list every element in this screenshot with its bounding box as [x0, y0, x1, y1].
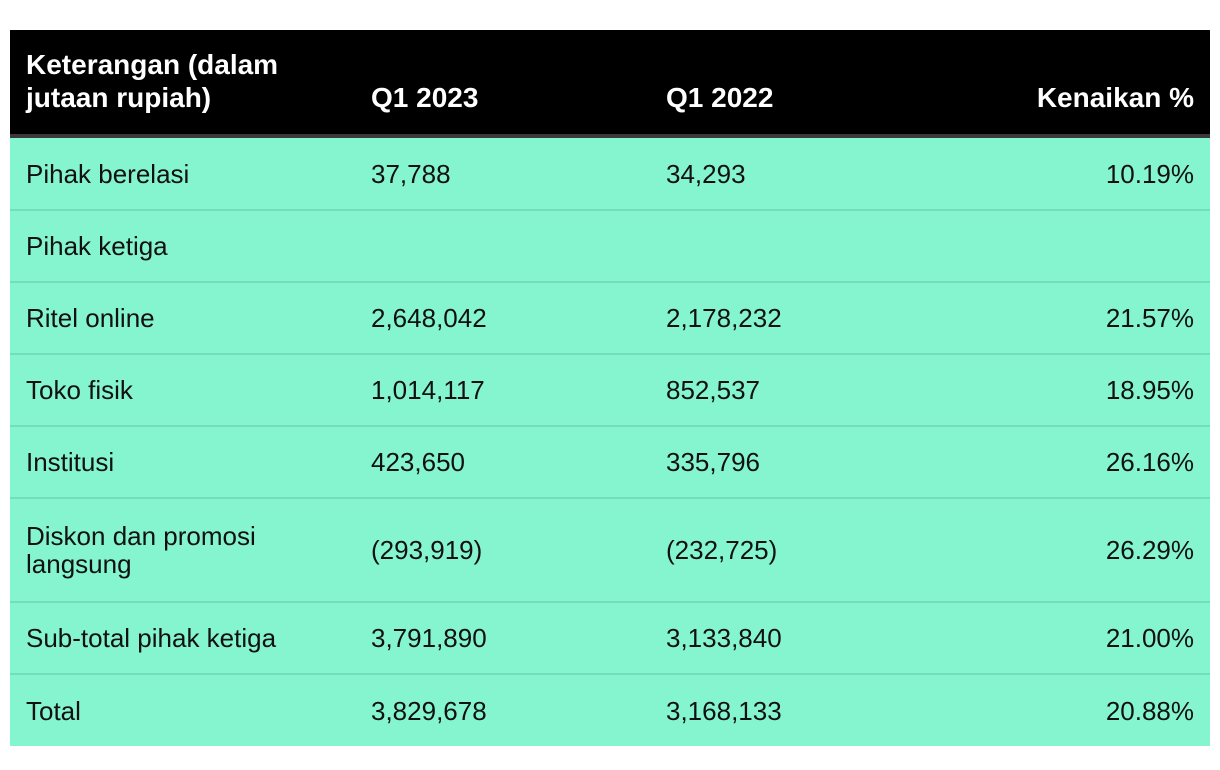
cell-q1-2023: 423,650 — [371, 447, 465, 477]
header-row: Keterangan (dalam jutaan rupiah) Q1 2023… — [10, 30, 1210, 134]
cell-q1-2023: 37,788 — [371, 158, 451, 189]
cell-increase-pct: 21.00% — [1105, 623, 1194, 653]
table-row: Institusi 423,650 335,796 26.16% — [10, 426, 1210, 498]
cell-increase-pct: 20.88% — [1105, 695, 1194, 726]
cell-q1-2023: 3,829,678 — [371, 695, 487, 726]
cell-q1-2022 — [650, 210, 945, 282]
table-row: Pihak ketiga — [10, 210, 1210, 282]
cell-description: Diskon dan promosi langsung — [26, 521, 256, 579]
table-header: Keterangan (dalam jutaan rupiah) Q1 2023… — [10, 30, 1210, 138]
cell-description: Ritel online — [26, 303, 155, 333]
cell-increase-pct: 10.19% — [1105, 158, 1194, 189]
cell-q1-2023: 3,791,890 — [371, 623, 487, 653]
header-increase-pct: Kenaikan % — [1036, 82, 1194, 113]
cell-description: Pihak berelasi — [26, 158, 190, 189]
cell-q1-2023: 1,014,117 — [371, 375, 485, 405]
cell-increase-pct: 26.16% — [1105, 447, 1194, 477]
header-q1-2022: Q1 2022 — [666, 82, 774, 113]
cell-increase-pct: 21.57% — [1105, 303, 1194, 333]
cell-description: Pihak ketiga — [26, 231, 168, 261]
revenue-table: Keterangan (dalam jutaan rupiah) Q1 2023… — [10, 30, 1210, 746]
table-row: Toko fisik 1,014,117 852,537 18.95% — [10, 354, 1210, 426]
cell-q1-2022: 34,293 — [666, 158, 746, 189]
cell-q1-2022: 3,133,840 — [666, 623, 782, 653]
cell-increase-pct: 26.29% — [1105, 535, 1194, 565]
header-separator — [10, 134, 1210, 138]
table-row: Total 3,829,678 3,168,133 20.88% — [10, 674, 1210, 746]
header-q1-2023: Q1 2023 — [371, 82, 479, 113]
cell-description: Total — [26, 695, 81, 726]
cell-q1-2022: 2,178,232 — [666, 303, 782, 333]
revenue-table-container: Keterangan (dalam jutaan rupiah) Q1 2023… — [10, 30, 1210, 746]
cell-q1-2022: 852,537 — [666, 375, 760, 405]
table-row: Diskon dan promosi langsung (293,919) (2… — [10, 498, 1210, 602]
table-row: Ritel online 2,648,042 2,178,232 21.57% — [10, 282, 1210, 354]
cell-q1-2022: 335,796 — [666, 447, 760, 477]
table-row: Sub-total pihak ketiga 3,791,890 3,133,8… — [10, 602, 1210, 674]
cell-q1-2023 — [355, 210, 650, 282]
cell-q1-2023: (293,919) — [371, 535, 483, 565]
table-body: Pihak berelasi 37,788 34,293 10.19% Piha… — [10, 138, 1210, 746]
cell-q1-2023: 2,648,042 — [371, 303, 487, 333]
header-description: Keterangan (dalam jutaan rupiah) — [26, 49, 279, 113]
cell-q1-2022: (232,725) — [666, 535, 778, 565]
table-row: Pihak berelasi 37,788 34,293 10.19% — [10, 138, 1210, 210]
cell-q1-2022: 3,168,133 — [666, 695, 782, 726]
cell-description: Sub-total pihak ketiga — [26, 623, 277, 653]
cell-increase-pct: 18.95% — [1105, 375, 1194, 405]
cell-increase-pct — [945, 210, 1210, 282]
cell-description: Institusi — [26, 447, 115, 477]
cell-description: Toko fisik — [26, 375, 133, 405]
